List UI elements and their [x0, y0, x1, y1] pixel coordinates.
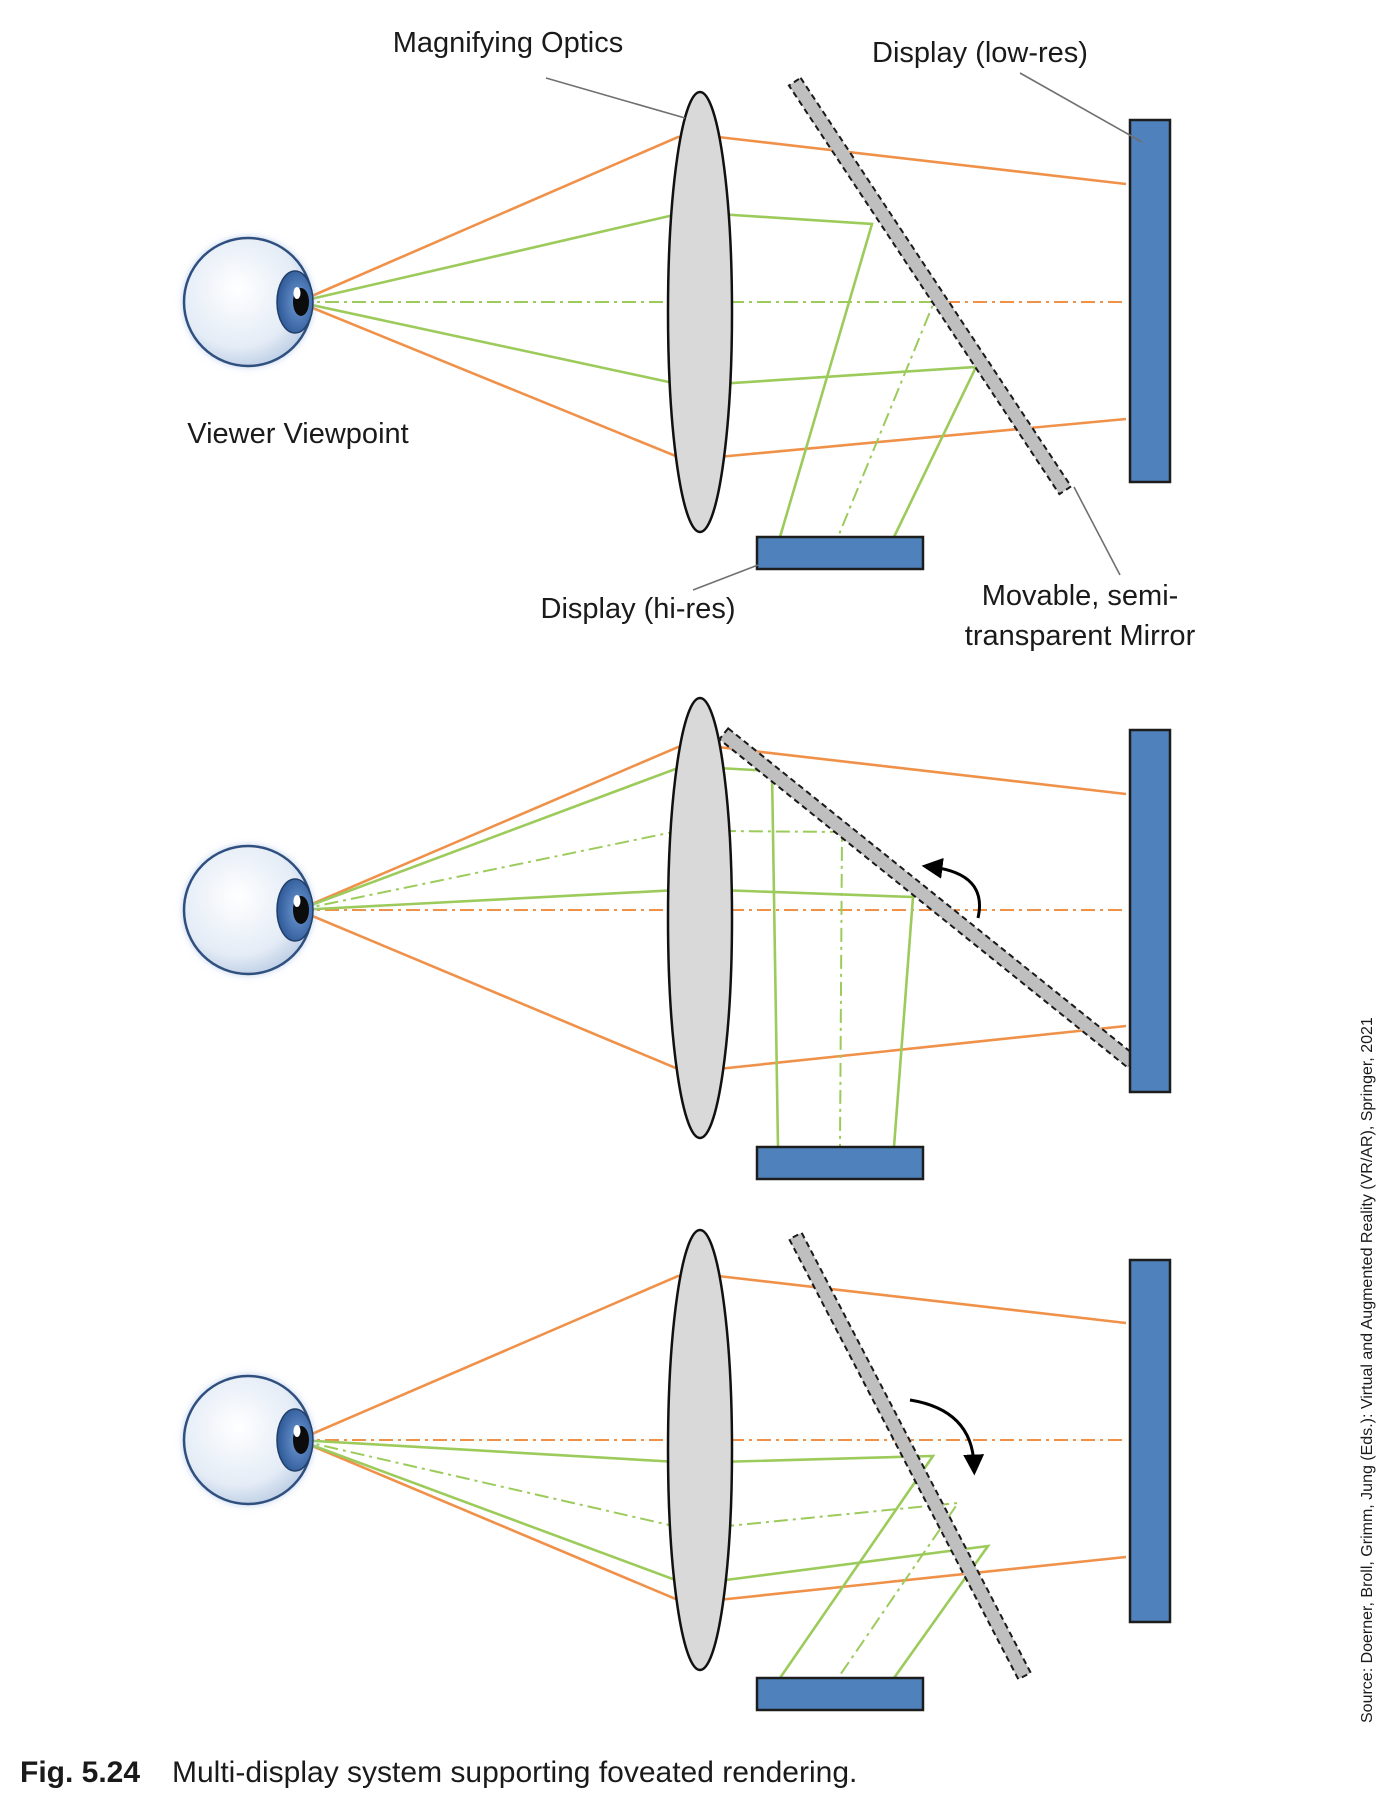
mirror-icon [718, 726, 1138, 1070]
eye-icon [184, 238, 313, 366]
display-hi-res [755, 1676, 925, 1712]
source-credit: Source: Doerner, Broll, Grimm, Jung (Eds… [1359, 1017, 1376, 1723]
label-magnifying-optics: Magnifying Optics [393, 27, 624, 59]
panel-3 [184, 1228, 1172, 1712]
rotate-arrow-icon [909, 1398, 985, 1476]
lens-icon [666, 90, 734, 534]
label-viewer-viewpoint: Viewer Viewpoint [187, 418, 408, 450]
panel-2 [184, 696, 1172, 1181]
hi-res-center-ray [297, 1439, 961, 1679]
lens-icon [666, 696, 734, 1140]
rotate-arrow-icon [921, 857, 981, 919]
eye-icon [184, 1376, 313, 1504]
display-hi-res [755, 1145, 925, 1181]
leader-line [545, 77, 686, 119]
display-low-res [1128, 118, 1172, 484]
mirror-icon [787, 1231, 1033, 1681]
leader-line [1073, 486, 1121, 576]
leader-line [692, 564, 759, 591]
hi-res-center-ray [297, 830, 844, 1148]
eye-icon [184, 846, 313, 974]
hi-res-ray [297, 888, 915, 1148]
display-hi-res [755, 535, 925, 571]
display-low-res [1128, 1258, 1172, 1624]
label-mirror-line-2: transparent Mirror [965, 620, 1196, 652]
mirror-icon [787, 76, 1073, 496]
label-display-low-res: Display (low-res) [872, 37, 1088, 69]
label-display-hi-res: Display (hi-res) [541, 593, 736, 625]
panel-1: Magnifying Optics Display (low-res) View… [184, 27, 1196, 652]
hi-res-ray [297, 212, 874, 538]
figure-number: Fig. 5.24 [20, 1756, 140, 1789]
leader-line [1019, 72, 1143, 143]
figure-caption: Multi-display system supporting foveated… [172, 1756, 857, 1789]
lens-icon [666, 1228, 734, 1672]
label-mirror-line-1: Movable, semi- [982, 580, 1179, 612]
display-low-res [1128, 728, 1172, 1094]
hi-res-ray [297, 1438, 991, 1679]
